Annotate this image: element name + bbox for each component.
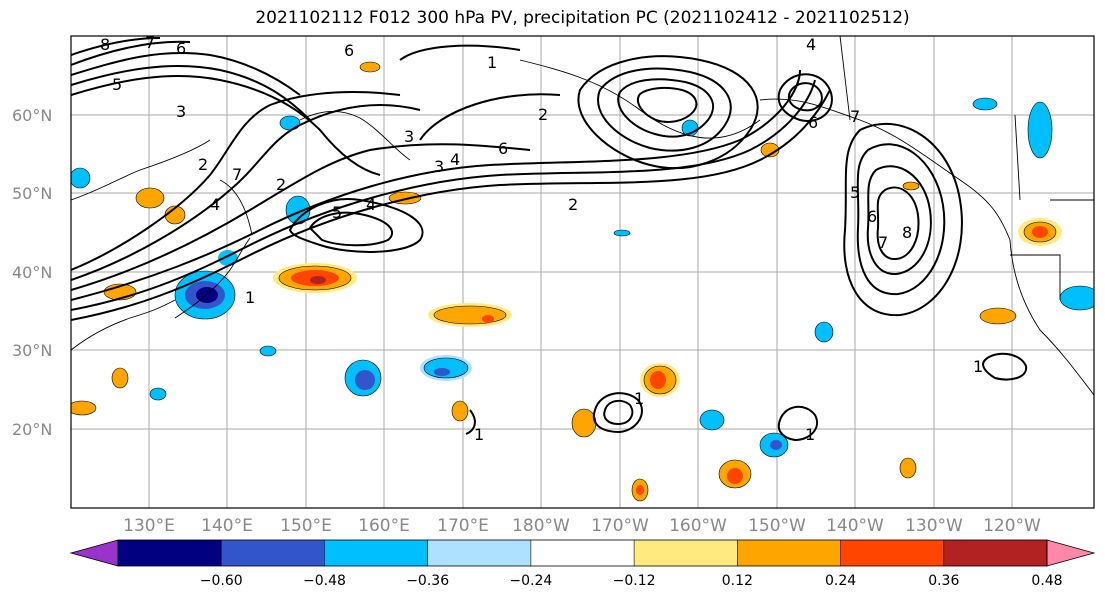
colorbar-segment	[840, 540, 945, 566]
lon-label: 150°W	[748, 516, 806, 536]
colorbar-segment	[530, 540, 635, 566]
pv-contours	[71, 37, 1028, 442]
contour-label: 7	[232, 165, 242, 184]
contour-label: 1	[474, 425, 484, 444]
colorbar-tick-label: −0.60	[200, 573, 243, 589]
contour-label: 3	[404, 127, 414, 146]
contour-label: 1	[973, 357, 983, 376]
colorbar-segment	[427, 540, 532, 566]
contour-label: 4	[210, 195, 220, 214]
contour-label: 2	[568, 195, 578, 214]
colorbar-segment	[943, 540, 1048, 566]
lat-label: 50°N	[12, 184, 52, 203]
contour-label: 7	[878, 233, 888, 252]
precipitation-patches	[71, 61, 1094, 502]
contour-label: 1	[245, 288, 255, 307]
contour-label: 7	[850, 107, 860, 126]
contour-label: 4	[450, 150, 460, 169]
contour-label: 3	[434, 157, 444, 176]
lat-label: 40°N	[12, 263, 52, 282]
lon-label: 150°E	[280, 516, 332, 536]
contour-label: 1	[634, 389, 644, 408]
lon-label: 180°W	[512, 516, 570, 536]
coastlines	[71, 36, 1094, 396]
contour-label: 5	[850, 183, 860, 202]
colorbar-segment	[221, 540, 325, 566]
colorbar-tick-label: −0.36	[406, 573, 449, 589]
colorbar-segment	[324, 540, 429, 566]
colorbar-tick-label: −0.12	[613, 573, 656, 589]
contour-label: 6	[808, 113, 818, 132]
contour-label: 6	[498, 139, 508, 158]
contour-label: 2	[198, 155, 208, 174]
latitude-labels: 60°N 50°N 40°N 30°N 20°N	[12, 106, 52, 439]
longitude-labels: 130°E 140°E 150°E 160°E 170°E 180°W 170°…	[123, 516, 1041, 536]
colorbar: −0.60 −0.48 −0.36 −0.24 −0.12 0.12 0.24 0.36 0.4…	[69, 539, 1096, 589]
lon-label: 170°E	[437, 516, 489, 536]
contour-label: 4	[366, 195, 376, 214]
contour-label: 6	[344, 41, 354, 60]
colorbar-tick-label: −0.48	[303, 573, 346, 589]
lon-label: 140°W	[826, 516, 884, 536]
contour-label: 1	[805, 425, 815, 444]
contour-label: 5	[332, 203, 342, 222]
lon-label: 130°E	[123, 516, 175, 536]
lat-label: 60°N	[12, 106, 52, 125]
colorbar-segment	[118, 540, 222, 566]
lon-label: 130°W	[905, 516, 963, 536]
contour-label: 6	[176, 39, 186, 58]
contour-label: 8	[902, 223, 912, 242]
colorbar-tick-label: 0.48	[1031, 573, 1062, 589]
contour-label: 6	[867, 207, 877, 226]
colorbar-tick-label: 0.36	[928, 573, 959, 589]
colorbar-tick-label: 0.12	[722, 573, 753, 589]
lat-label: 20°N	[12, 420, 52, 439]
map-title: 2021102112 F012 300 hPa PV, precipitatio…	[255, 8, 910, 28]
colorbar-high-arrow	[1046, 539, 1096, 567]
colorbar-tick-label: −0.24	[509, 573, 552, 589]
contour-label: 1	[487, 53, 497, 72]
lon-label: 140°E	[201, 516, 253, 536]
lon-label: 120°W	[983, 516, 1041, 536]
lon-label: 170°W	[591, 516, 649, 536]
contour-label: 7	[145, 33, 155, 52]
contour-labels: 8 7 6 5 3 2 7 2 4 3 4 6 2 5 4 6 7 5 6 7 …	[100, 33, 983, 444]
colorbar-segment	[634, 540, 738, 566]
contour-label: 5	[112, 75, 122, 94]
colorbar-tick-label: 0.24	[825, 573, 856, 589]
colorbar-low-arrow	[69, 539, 119, 567]
contour-label: 8	[100, 35, 110, 54]
lon-label: 160°E	[358, 516, 410, 536]
lon-label: 160°W	[669, 516, 727, 536]
colorbar-segment	[737, 540, 842, 566]
contour-label: 2	[538, 105, 548, 124]
lat-label: 30°N	[12, 341, 52, 360]
contour-label: 2	[276, 175, 286, 194]
contour-label: 4	[806, 35, 816, 54]
plot-frame	[70, 35, 1095, 509]
contour-label: 3	[176, 102, 186, 121]
